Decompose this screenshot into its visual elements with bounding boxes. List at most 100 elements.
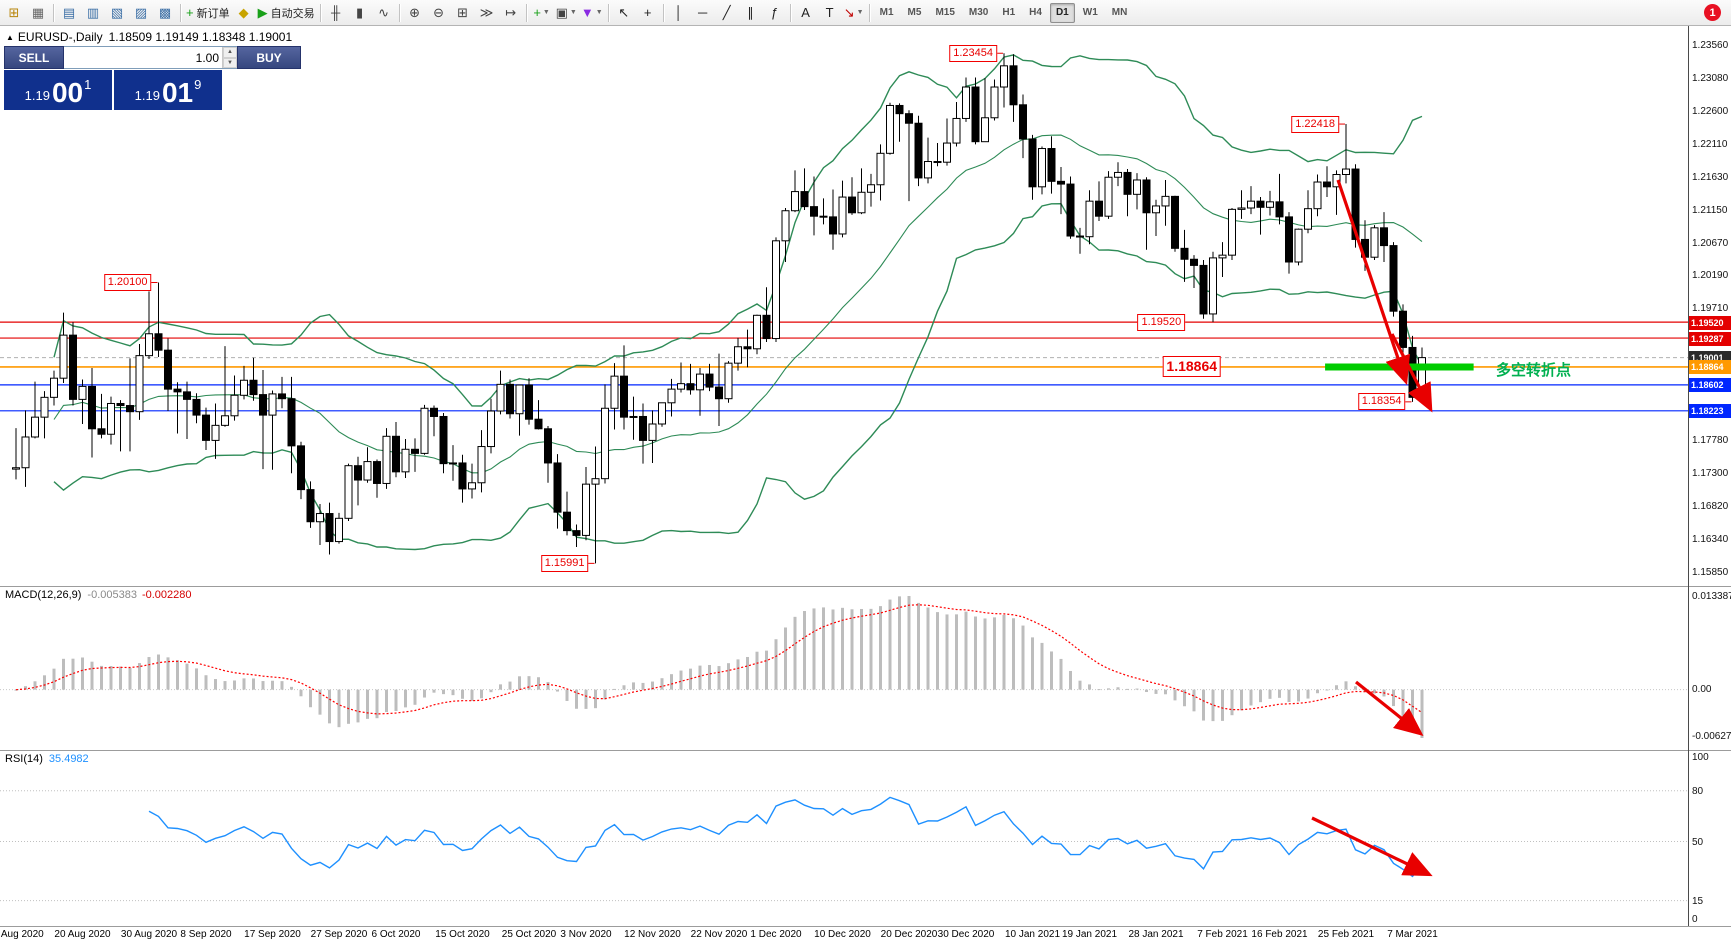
timeframe-h1[interactable]: H1 bbox=[1002, 7, 1016, 18]
turning-point-note[interactable]: 多空转折点 bbox=[1496, 362, 1572, 379]
line-chart-icon[interactable]: ∿ bbox=[373, 2, 395, 24]
price-callout[interactable]: 1.18864 bbox=[1162, 356, 1222, 378]
rsi-scale-label: 100 bbox=[1692, 752, 1709, 763]
autotrading-label: 自动交易 bbox=[270, 7, 315, 20]
price-callout[interactable]: 1.19520 bbox=[1137, 313, 1186, 331]
horizontal-line-icon[interactable]: ─ bbox=[692, 2, 714, 24]
macd-chart-svg[interactable] bbox=[0, 586, 1731, 750]
timeframe-mn[interactable]: MN bbox=[1111, 7, 1128, 18]
price-axis[interactable]: 1.23560 1.23080 1.22600 1.22110 1.21630 1.211… bbox=[1688, 26, 1731, 926]
timeframe-m30[interactable]: M30 bbox=[968, 7, 989, 18]
price-callout[interactable]: 1.23454 bbox=[949, 44, 997, 62]
autotrading-button[interactable]: ▶ 自动交易 bbox=[257, 2, 316, 24]
crosshair-icon: + bbox=[643, 5, 652, 20]
profiles-icon[interactable]: ▦ bbox=[27, 2, 49, 24]
buy-button[interactable]: BUY bbox=[237, 46, 301, 69]
volume-input[interactable] bbox=[64, 47, 222, 68]
toolbar-group: ╫ ▮ ∿ bbox=[324, 2, 396, 24]
zoom-in-icon[interactable]: ⊕ bbox=[404, 2, 426, 24]
price-callout[interactable]: 1.20100 bbox=[103, 274, 152, 291]
navigator-icon[interactable]: ▧ bbox=[106, 2, 128, 24]
volume-up-icon[interactable]: ▲ bbox=[223, 47, 237, 58]
navigator-icon: ▧ bbox=[110, 5, 124, 20]
vertical-line-icon[interactable]: │ bbox=[668, 2, 690, 24]
bid-price-panel[interactable]: 1.19 00 1 bbox=[4, 70, 112, 110]
toolbar-separator bbox=[525, 3, 527, 22]
price-tick-label: 1.22110 bbox=[1692, 139, 1728, 151]
macd-main-value: -0.005383 bbox=[87, 589, 137, 601]
candlestick-chart-icon[interactable]: ▮ bbox=[349, 2, 371, 24]
tile-windows-icon[interactable]: ⊞ bbox=[452, 2, 474, 24]
date-tick-label: 16 Feb 2021 bbox=[1251, 929, 1308, 940]
macd-panel-separator[interactable] bbox=[0, 586, 1731, 587]
date-tick-label: 6 Oct 2020 bbox=[371, 929, 421, 940]
text-label-icon[interactable]: T bbox=[819, 2, 841, 24]
bar-chart-icon[interactable]: ╫ bbox=[325, 2, 347, 24]
tile-windows-icon: ⊞ bbox=[457, 5, 469, 20]
fibonacci-icon[interactable]: ƒ bbox=[764, 2, 786, 24]
equidistant-channel-icon[interactable]: ∥ bbox=[740, 2, 762, 24]
ohlc-values: 1.18509 1.19149 1.18348 1.19001 bbox=[108, 30, 293, 44]
price-callout[interactable]: 1.22418 bbox=[1291, 115, 1339, 133]
market-watch-icon: ▤ bbox=[62, 5, 76, 20]
zoom-out-icon[interactable]: ⊖ bbox=[428, 2, 450, 24]
volume-down-icon[interactable]: ▼ bbox=[223, 57, 237, 68]
rsi-panel-separator[interactable] bbox=[0, 750, 1731, 751]
date-tick-label: 1 Dec 2020 bbox=[750, 929, 802, 940]
line-chart-icon: ∿ bbox=[378, 5, 390, 20]
main-chart-svg[interactable] bbox=[0, 26, 1731, 586]
rsi-label: RSI(14) 35.4982 bbox=[5, 753, 89, 765]
timeframe-w1[interactable]: W1 bbox=[1082, 7, 1098, 18]
new-chart-icon: ⊞ bbox=[8, 5, 20, 20]
macd-scale-label: 0.00 bbox=[1692, 683, 1712, 695]
timeframe-toolbar: M1 M5 M15 M30 H1 H4 D1 W1 MN bbox=[873, 2, 1135, 23]
text-label-icon: T bbox=[825, 5, 834, 20]
data-window-icon[interactable]: ▥ bbox=[82, 2, 104, 24]
templates-icon[interactable]: ▼ ▼ bbox=[580, 2, 604, 24]
ask-price-panel[interactable]: 1.19 01 9 bbox=[114, 70, 222, 110]
symbol-period-label: EURUSD-,Daily bbox=[17, 30, 103, 44]
notification-badge[interactable]: 1 bbox=[1704, 4, 1721, 21]
new-order-button[interactable]: + 新订单 bbox=[185, 2, 231, 24]
rsi-chart-svg[interactable] bbox=[0, 750, 1731, 926]
arrows-tool-icon[interactable]: ↘ ▼ bbox=[843, 2, 865, 24]
timeframe-d1[interactable]: D1 bbox=[1049, 2, 1075, 23]
timeframe-m5[interactable]: M5 bbox=[907, 7, 922, 18]
text-icon[interactable]: A bbox=[795, 2, 817, 24]
price-line-badge: 1.18864 bbox=[1689, 360, 1731, 375]
sell-button[interactable]: SELL bbox=[4, 46, 64, 69]
date-tick-label: 20 Dec 2020 bbox=[880, 929, 938, 940]
volume-box: ▲ ▼ bbox=[64, 46, 237, 69]
periods-icon[interactable]: ▣ ▼ bbox=[555, 2, 578, 24]
metaeditor-icon[interactable]: ◆ bbox=[233, 2, 255, 24]
price-tick-label: 1.23080 bbox=[1692, 72, 1729, 84]
trend-arrows-layer[interactable] bbox=[150, 52, 1433, 564]
toolbar-separator bbox=[180, 3, 181, 22]
terminal-icon: ▨ bbox=[134, 5, 148, 20]
toolbar-separator bbox=[53, 3, 54, 22]
auto-scroll-icon[interactable]: ≫ bbox=[476, 2, 498, 24]
new-chart-icon[interactable]: ⊞ bbox=[3, 2, 25, 24]
chart-shift-icon[interactable]: ↦ bbox=[500, 2, 522, 24]
cursor-icon[interactable]: ↖ bbox=[613, 2, 635, 24]
price-callout[interactable]: 1.15991 bbox=[540, 554, 589, 572]
timeframe-h4[interactable]: H4 bbox=[1029, 7, 1042, 18]
toolbar-group: A T ↘ ▼ bbox=[794, 2, 866, 24]
crosshair-icon[interactable]: + bbox=[637, 2, 659, 24]
horizontal-line-icon: ─ bbox=[698, 5, 708, 20]
data-window-icon: ▥ bbox=[86, 5, 100, 20]
terminal-icon[interactable]: ▨ bbox=[130, 2, 152, 24]
price-callout[interactable]: 1.18354 bbox=[1357, 393, 1406, 411]
trendline-icon[interactable]: ╱ bbox=[716, 2, 738, 24]
timeframe-m1[interactable]: M1 bbox=[879, 7, 894, 18]
indicators-icon[interactable]: + ▼ bbox=[531, 2, 553, 24]
fibonacci-icon: ƒ bbox=[771, 5, 779, 20]
price-tick-label: 1.15850 bbox=[1692, 567, 1729, 578]
market-watch-icon[interactable]: ▤ bbox=[58, 2, 80, 24]
timeframe-m15[interactable]: M15 bbox=[935, 7, 955, 18]
strategy-tester-icon[interactable]: ▩ bbox=[154, 2, 176, 24]
periods-icon: ▣ bbox=[555, 5, 568, 20]
toolbar-separator bbox=[662, 3, 664, 22]
